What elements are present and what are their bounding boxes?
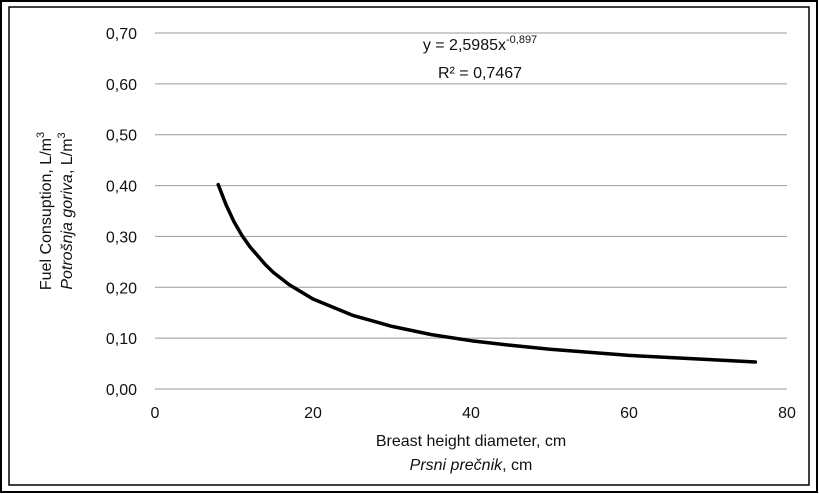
y-label-italic: Potrošnja goriva	[59, 174, 76, 290]
y-tick-label: 0,30	[106, 229, 137, 246]
x-tick-label: 40	[462, 405, 480, 422]
y-label-text: Fuel Consuption, L/m	[38, 138, 55, 290]
y-axis-label-2: Potrošnja goriva, L/m3	[56, 132, 76, 289]
y-label-sup: 3	[35, 132, 47, 138]
fit-curve	[216, 182, 758, 364]
y-tick-label: 0,40	[106, 179, 137, 196]
equation-text: y = 2,5985x	[423, 37, 506, 54]
y-tick-label: 0,10	[106, 331, 137, 348]
x-axis-label: Breast height diameter, cm	[376, 433, 566, 450]
x-tick-label: 20	[304, 405, 322, 422]
y-axis-label: Fuel Consuption, L/m3	[35, 132, 55, 290]
y-tick-label: 0,00	[106, 382, 137, 399]
y-tick-label: 0,70	[106, 26, 137, 43]
x-tick-label: 80	[778, 405, 796, 422]
inner-frame	[8, 6, 810, 486]
y-axis-label-group: Fuel Consuption, L/m3 Potrošnja goriva, …	[35, 132, 76, 290]
x-label-italic: Prsni prečnik	[410, 457, 503, 474]
r-squared: R² = 0,7467	[438, 65, 522, 82]
y-tick-label: 0,60	[106, 77, 137, 94]
y-tick-label: 0,50	[106, 128, 137, 145]
equation-exponent: -0,897	[506, 34, 537, 46]
y-label-sup-2: 3	[56, 132, 68, 138]
x-tick-label: 60	[620, 405, 638, 422]
equation: y = 2,5985x-0,897	[423, 34, 537, 54]
x-axis-label-2: Prsni prečnik, cm	[410, 457, 533, 474]
y-label-text-2: , L/m	[59, 138, 76, 174]
x-tick-label: 0	[151, 405, 160, 422]
y-tick-label: 0,20	[106, 280, 137, 297]
x-label-text: , cm	[502, 457, 532, 474]
